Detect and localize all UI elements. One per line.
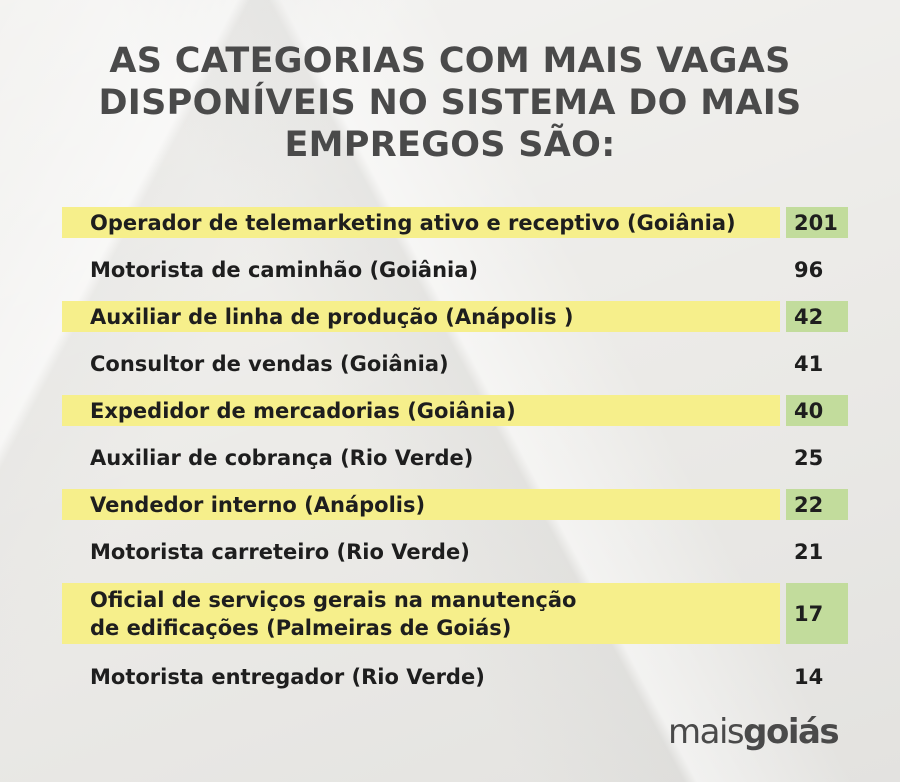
vacancy-count: 25 [794,445,824,470]
category-label: Operador de telemarketing ativo e recept… [62,207,780,238]
vacancy-count: 41 [794,351,824,376]
table-row: Oficial de serviços gerais na manutenção… [62,583,848,644]
category-label-line: Oficial de serviços gerais na manutenção [90,587,577,612]
category-label: Motorista carreteiro (Rio Verde) [90,539,470,564]
category-label: Motorista entregador (Rio Verde) [90,664,485,689]
logo-part-mais: mais [668,712,745,752]
vacancy-count: 40 [786,395,848,426]
vacancy-table: Operador de telemarketing ativo e recept… [62,207,848,708]
category-label: Consultor de vendas (Goiânia) [90,351,449,376]
table-row: Operador de telemarketing ativo e recept… [62,207,848,238]
table-row: Auxiliar de linha de produção (Anápolis … [62,301,848,332]
vacancy-count: 96 [794,257,824,282]
vacancy-count: 42 [786,301,848,332]
category-label: Oficial de serviços gerais na manutenção… [62,583,780,644]
category-label: Motorista de caminhão (Goiânia) [90,257,479,282]
category-label: Expedidor de mercadorias (Goiânia) [62,395,780,426]
table-row: Motorista entregador (Rio Verde) 14 [62,661,848,692]
brand-logo: maisgoiás [668,712,840,752]
logo-part-goias: goiás [743,712,840,752]
category-label: Auxiliar de linha de produção (Anápolis … [62,301,780,332]
table-row: Expedidor de mercadorias (Goiânia) 40 [62,395,848,426]
category-label: Vendedor interno (Anápolis) [62,489,780,520]
vacancy-count: 14 [794,664,824,689]
table-row: Motorista de caminhão (Goiânia) 96 [62,254,848,285]
table-row: Consultor de vendas (Goiânia) 41 [62,348,848,379]
table-row: Motorista carreteiro (Rio Verde) 21 [62,536,848,567]
vacancy-count: 21 [794,539,824,564]
category-label-line: de edificações (Palmeiras de Goiás) [90,615,512,640]
vacancy-count: 17 [786,583,848,644]
category-label: Auxiliar de cobrança (Rio Verde) [90,445,474,470]
table-row: Vendedor interno (Anápolis) 22 [62,489,848,520]
page-title: AS CATEGORIAS COM MAIS VAGAS DISPONÍVEIS… [98,41,802,165]
vacancy-count: 201 [786,207,848,238]
table-row: Auxiliar de cobrança (Rio Verde) 25 [62,442,848,473]
vacancy-count: 22 [786,489,848,520]
